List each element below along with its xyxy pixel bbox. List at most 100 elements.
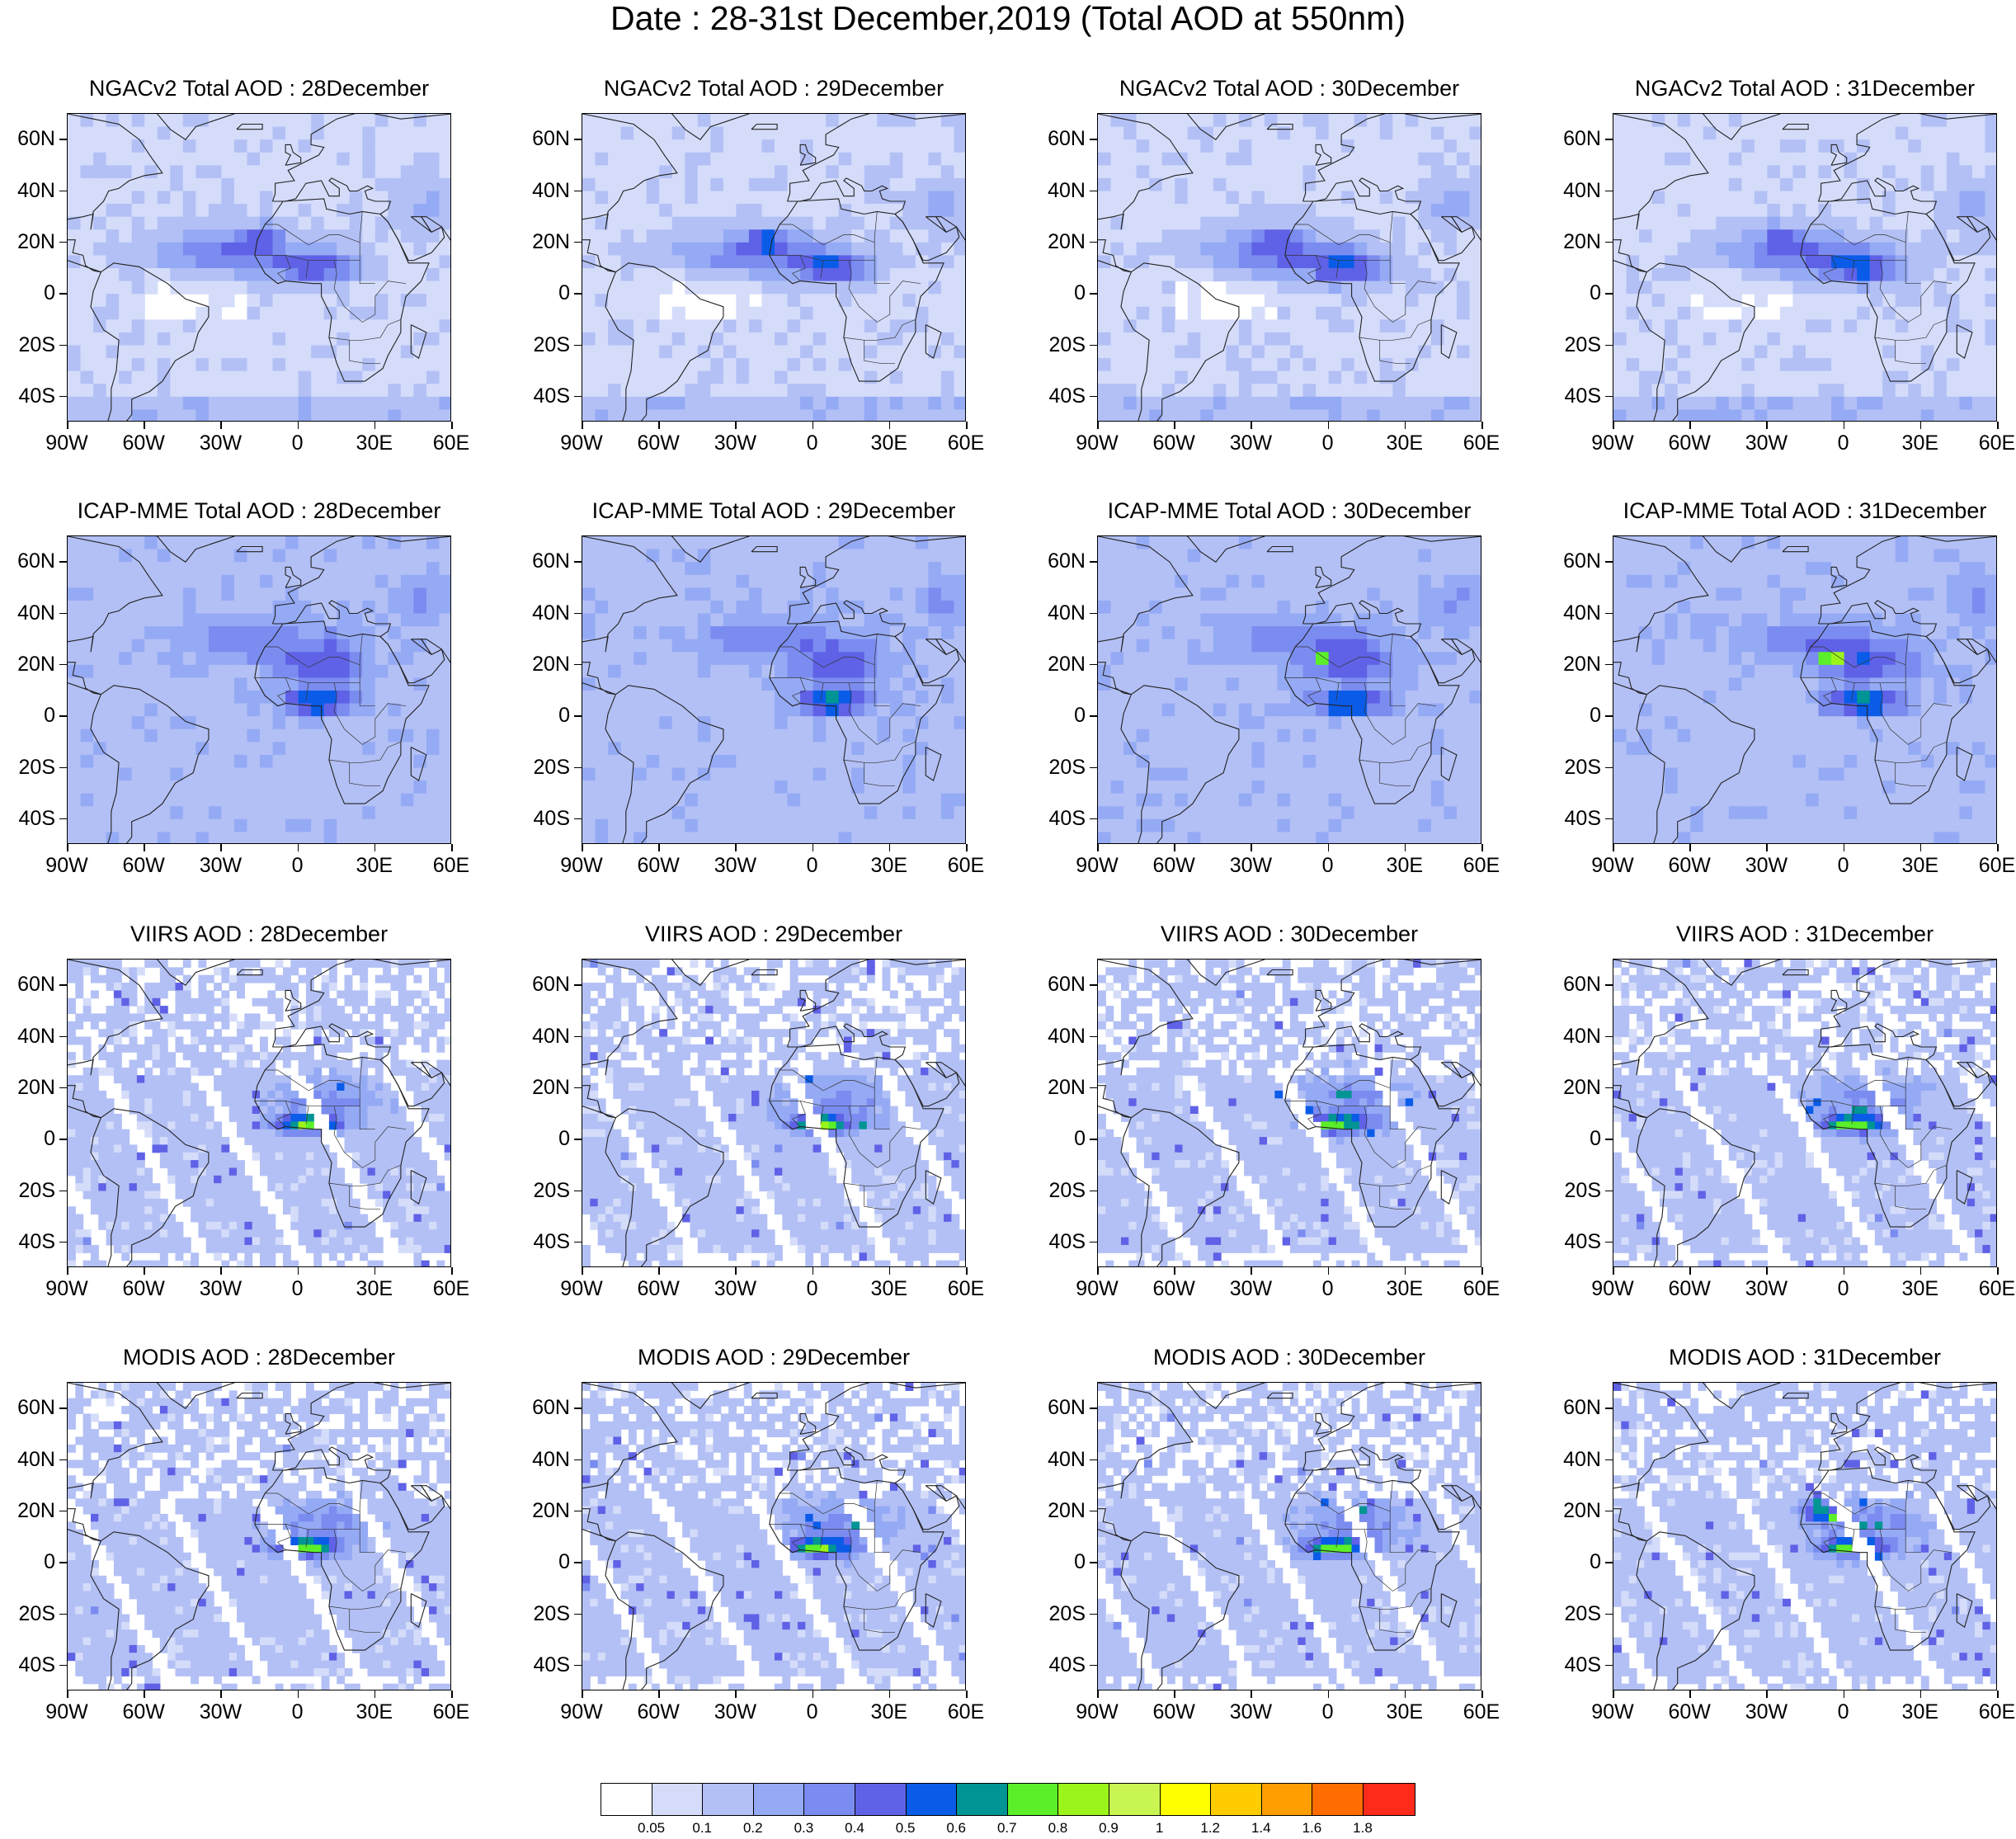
lat-tick bbox=[1605, 395, 1613, 398]
coastline-greenland bbox=[1702, 1383, 1781, 1409]
lat-tick bbox=[59, 1035, 67, 1037]
lat-tick bbox=[1605, 1139, 1613, 1140]
lat-tick bbox=[1090, 1510, 1097, 1512]
lon-tick-label: 60W bbox=[1668, 431, 1711, 455]
aod-field bbox=[68, 536, 450, 843]
lon-tick bbox=[144, 1690, 145, 1698]
lat-tick-label: 40N bbox=[1563, 601, 1601, 625]
colorbar-swatch bbox=[855, 1784, 907, 1815]
border-5 bbox=[1851, 1106, 1855, 1125]
lat-tick bbox=[1605, 1562, 1613, 1563]
coastline-south-america bbox=[1636, 1531, 1755, 1690]
border-0 bbox=[780, 211, 878, 246]
lon-tick bbox=[297, 1690, 299, 1698]
coastline-madagascar bbox=[410, 324, 427, 359]
border-3 bbox=[843, 1587, 916, 1610]
lon-tick-label: 90W bbox=[560, 1700, 603, 1723]
lat-tick-label: 40N bbox=[17, 1024, 55, 1048]
lon-tick bbox=[1843, 1267, 1845, 1275]
border-6 bbox=[359, 682, 375, 707]
lat-tick-label: 20S bbox=[533, 1178, 570, 1202]
coastline-arabia-gulf bbox=[1440, 1062, 1463, 1078]
border-7 bbox=[864, 1186, 895, 1209]
lat-tick bbox=[574, 190, 582, 191]
lat-tick bbox=[1090, 190, 1097, 191]
lat-tick bbox=[574, 766, 582, 768]
lat-tick bbox=[59, 561, 67, 563]
lat-tick-label: 20N bbox=[532, 229, 570, 253]
border-4 bbox=[792, 255, 806, 281]
lon-tick-label: 30E bbox=[870, 1277, 908, 1300]
figure-title: Date : 28-31st December,2019 (Total AOD … bbox=[610, 0, 1406, 37]
lat-tick-label: 60N bbox=[1048, 549, 1086, 573]
lon-tick bbox=[144, 422, 145, 429]
lon-tick-label: 30W bbox=[714, 1277, 757, 1300]
lon-tick bbox=[1689, 844, 1691, 851]
lon-tick bbox=[220, 1690, 222, 1698]
lon-tick-label: 60E bbox=[1978, 1277, 2016, 1300]
lat-tick bbox=[574, 1408, 582, 1409]
border-4 bbox=[1823, 255, 1837, 281]
lat-tick bbox=[574, 344, 582, 346]
border-1 bbox=[1284, 664, 1391, 684]
border-0 bbox=[265, 1057, 363, 1092]
lat-tick-label: 60N bbox=[1048, 1396, 1086, 1420]
lon-tick-label: 90W bbox=[560, 854, 603, 877]
lat-tick bbox=[1090, 1408, 1097, 1409]
coastline-uk bbox=[1315, 1412, 1332, 1435]
lat-tick bbox=[1605, 241, 1613, 243]
border-1 bbox=[1800, 664, 1906, 684]
map-ngacv2-day-1 bbox=[67, 113, 451, 422]
coastline-uk bbox=[1830, 989, 1848, 1011]
lon-tick bbox=[582, 1267, 583, 1275]
lat-tick bbox=[1605, 139, 1613, 140]
lon-tick-label: 60W bbox=[1152, 1277, 1195, 1300]
lat-tick bbox=[59, 612, 67, 614]
colorbar-swatch bbox=[1312, 1784, 1364, 1815]
border-6 bbox=[359, 1106, 375, 1130]
border-3 bbox=[1874, 741, 1948, 763]
coastline-north-america bbox=[68, 114, 163, 230]
border-2 bbox=[333, 1529, 407, 1591]
coastline-madagascar bbox=[1956, 324, 1973, 359]
lat-tick-label: 0 bbox=[1590, 1550, 1601, 1574]
coastline-iceland bbox=[1266, 123, 1293, 130]
lat-tick bbox=[59, 1408, 67, 1409]
lon-tick-label: 30E bbox=[870, 431, 908, 455]
coastline-africa bbox=[254, 620, 430, 804]
lat-tick bbox=[59, 190, 67, 191]
lon-tick bbox=[1613, 1690, 1614, 1698]
lat-tick-label: 20S bbox=[1564, 755, 1601, 779]
lon-tick-label: 60E bbox=[432, 431, 470, 455]
coastline-central-america bbox=[68, 662, 101, 696]
lon-tick-label: 60E bbox=[1463, 1700, 1500, 1723]
coastline-uk bbox=[1315, 566, 1332, 588]
lon-tick-label: 60E bbox=[947, 1277, 985, 1300]
lat-tick-label: 0 bbox=[1074, 281, 1086, 305]
lon-tick bbox=[1327, 844, 1330, 851]
lon-tick bbox=[1997, 1267, 1999, 1275]
border-2 bbox=[1879, 1106, 1952, 1168]
lon-tick-label: 90W bbox=[45, 431, 88, 455]
coastline-north-america bbox=[68, 960, 163, 1076]
border-6 bbox=[1905, 682, 1921, 707]
lat-tick-label: 60N bbox=[532, 973, 570, 997]
panel-title: ICAP-MME Total AOD : 30December bbox=[1107, 498, 1472, 523]
lat-tick bbox=[1605, 1408, 1613, 1409]
lon-tick bbox=[1327, 422, 1330, 429]
coastline-south-america bbox=[605, 685, 724, 843]
border-0 bbox=[780, 1480, 878, 1515]
coastline-central-america bbox=[68, 1085, 101, 1119]
border-1 bbox=[1800, 242, 1906, 262]
lat-tick bbox=[1090, 715, 1097, 717]
coastline-uk bbox=[1830, 566, 1848, 588]
border-6 bbox=[1905, 1529, 1921, 1554]
coastline-uk bbox=[1315, 989, 1332, 1011]
aod-field bbox=[1098, 1383, 1481, 1690]
lon-tick bbox=[220, 422, 222, 429]
panel-title: ICAP-MME Total AOD : 31December bbox=[1623, 498, 1987, 523]
lat-tick-label: 60N bbox=[17, 127, 55, 151]
coastline-greenland bbox=[1186, 114, 1265, 140]
border-4 bbox=[792, 1524, 806, 1550]
lon-tick-label: 30W bbox=[1229, 1700, 1273, 1723]
